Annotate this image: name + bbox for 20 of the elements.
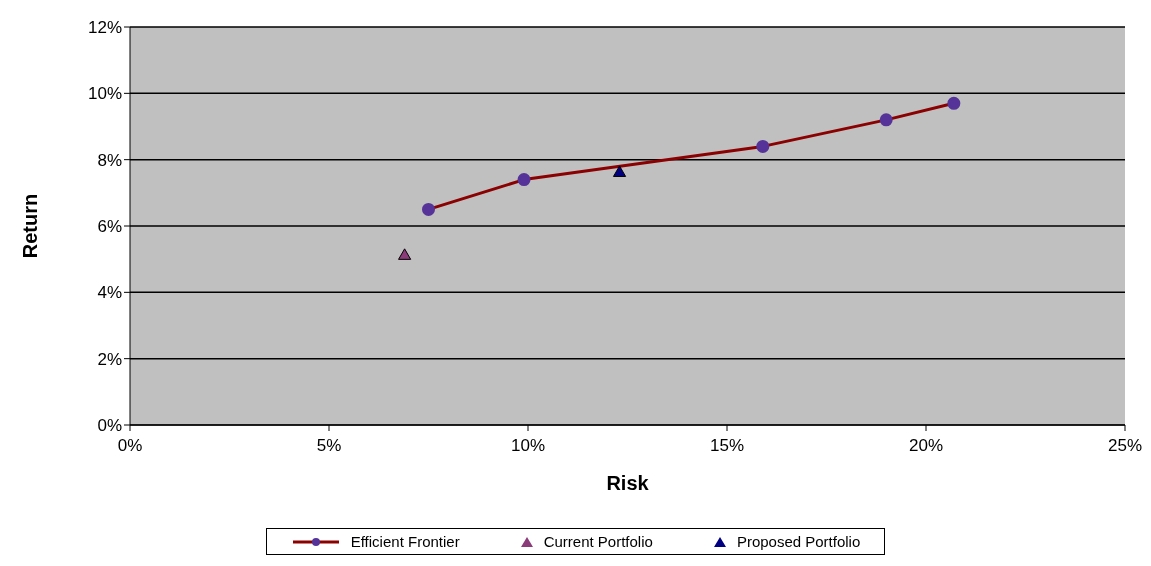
legend-label: Proposed Portfolio [736, 533, 861, 550]
y-tick-label: 8% [97, 150, 122, 170]
x-tick-label: 5% [316, 436, 342, 456]
x-tick-label: 25% [1107, 436, 1143, 456]
x-tick-label: 0% [117, 436, 143, 456]
y-tick-label: 12% [87, 18, 122, 38]
y-tick-label: 0% [97, 416, 122, 436]
point [612, 165, 627, 177]
y-tick-label: 6% [97, 217, 122, 237]
x-tick-label: 15% [709, 436, 745, 456]
x-tick-label: 20% [908, 436, 944, 456]
legend-label: Current Portfolio [543, 533, 653, 550]
x-axis-title: Risk [606, 472, 650, 494]
y-axis-title: Return [19, 193, 42, 259]
legend-label: Efficient Frontier [350, 533, 460, 550]
x-tick-label: 10% [510, 436, 546, 456]
y-tick-label: 4% [97, 283, 122, 303]
point [398, 248, 412, 260]
y-tick-label: 10% [87, 84, 122, 104]
y-tick-label: 2% [97, 349, 122, 369]
